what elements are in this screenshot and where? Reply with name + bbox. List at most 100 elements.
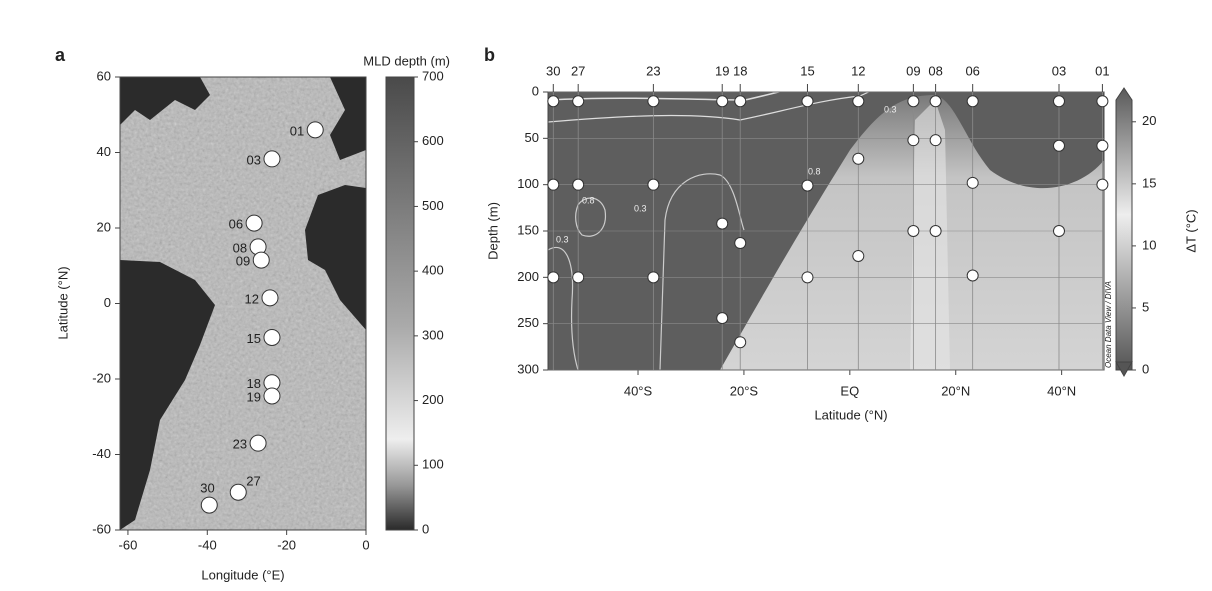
y-tick-label: 300 xyxy=(517,361,539,376)
station-label: 09 xyxy=(236,254,250,269)
x-tick-label: -40 xyxy=(198,537,217,552)
station-label: 15 xyxy=(246,331,260,346)
sample-dot xyxy=(647,178,660,191)
station-dot xyxy=(263,150,281,168)
station-dot xyxy=(263,387,281,405)
station-label: 15 xyxy=(800,63,814,78)
station-label: 06 xyxy=(229,217,243,232)
section-background xyxy=(548,92,1104,370)
sample-dot xyxy=(647,271,660,284)
colorbar-tick-label: 400 xyxy=(422,263,444,278)
station-label: 08 xyxy=(233,240,247,255)
sample-dot xyxy=(716,217,729,230)
sample-dot xyxy=(734,336,747,349)
contour-label: 0.8 xyxy=(808,166,821,176)
y-tick-label: 100 xyxy=(517,176,539,191)
x-tick-label: 40°N xyxy=(1047,383,1076,398)
y-tick-label: 50 xyxy=(525,130,539,145)
station-label: 30 xyxy=(546,63,560,78)
sample-dot xyxy=(907,134,920,147)
x-axis-label: Latitude (°N) xyxy=(814,407,887,422)
station-label: 03 xyxy=(246,152,260,167)
station-label: 12 xyxy=(851,63,865,78)
sample-dot xyxy=(647,95,660,108)
sample-dot xyxy=(1096,95,1109,108)
y-tick-label: -20 xyxy=(92,370,111,385)
x-tick-label: 40°S xyxy=(624,383,653,398)
x-axis-label: Longitude (°E) xyxy=(201,567,284,582)
colorbar-tick-label: 100 xyxy=(422,457,444,472)
colorbar-tick-label: 10 xyxy=(1142,237,1156,252)
sample-dot xyxy=(572,95,585,108)
sample-dot xyxy=(547,178,560,191)
colorbar-label: ΔT (°C) xyxy=(1183,209,1198,252)
sample-dot xyxy=(929,95,942,108)
y-tick-label: 40 xyxy=(97,144,111,159)
station-dot xyxy=(229,483,247,501)
station-label: 08 xyxy=(928,63,942,78)
colorbar-tick-label: 500 xyxy=(422,198,444,213)
station-label: 06 xyxy=(965,63,979,78)
station-label: 19 xyxy=(715,63,729,78)
sample-dot xyxy=(929,225,942,237)
station-dot xyxy=(245,214,263,232)
station-label: 01 xyxy=(1095,63,1109,78)
panel-label: a xyxy=(55,45,66,65)
contour-label: 0.3 xyxy=(556,234,569,244)
sample-dot xyxy=(716,95,729,108)
x-tick-label: 20°S xyxy=(730,383,759,398)
sample-dot xyxy=(966,95,979,108)
sample-dot xyxy=(801,179,814,192)
sample-dot xyxy=(1052,225,1065,237)
colorbar-tick-label: 0 xyxy=(1142,361,1149,376)
sample-dot xyxy=(547,271,560,284)
sample-dot xyxy=(572,271,585,284)
colorbar-tick-label: 5 xyxy=(1142,299,1149,314)
y-tick-label: -60 xyxy=(92,521,111,536)
sample-dot xyxy=(907,95,920,108)
sample-dot xyxy=(1052,95,1065,108)
station-label: 19 xyxy=(246,389,260,404)
sample-dot xyxy=(852,95,865,108)
sample-dot xyxy=(1096,139,1109,152)
colorbar xyxy=(1115,87,1133,371)
station-label: 09 xyxy=(906,63,920,78)
station-label: 27 xyxy=(571,63,585,78)
colorbar-tick-label: 600 xyxy=(422,133,444,148)
station-label: 12 xyxy=(245,291,259,306)
y-tick-label: 0 xyxy=(532,83,539,98)
sample-dot xyxy=(801,95,814,108)
sample-dot xyxy=(547,95,560,108)
station-dot xyxy=(261,289,279,307)
x-tick-label: EQ xyxy=(840,383,859,398)
y-tick-label: 150 xyxy=(517,222,539,237)
sample-dot xyxy=(852,152,865,165)
y-tick-label: -40 xyxy=(92,446,111,461)
y-tick-label: 250 xyxy=(517,315,539,330)
station-label: 23 xyxy=(233,437,247,452)
sample-dot xyxy=(966,269,979,282)
station-label: 03 xyxy=(1052,63,1066,78)
station-label: 18 xyxy=(733,63,747,78)
station-dot xyxy=(249,434,267,452)
sample-dot xyxy=(734,95,747,108)
y-axis-label: Depth (m) xyxy=(485,202,500,260)
station-label: 18 xyxy=(246,376,260,391)
station-label: 30 xyxy=(200,481,214,496)
sample-dot xyxy=(966,176,979,189)
sample-dot xyxy=(716,312,729,325)
colorbar-tick-label: 15 xyxy=(1142,175,1156,190)
x-tick-label: 0 xyxy=(362,537,369,552)
sample-dot xyxy=(572,178,585,191)
x-tick-label: 20°N xyxy=(941,383,970,398)
station-label: 23 xyxy=(646,63,660,78)
sample-dot xyxy=(801,271,814,284)
colorbar-tick-label: 300 xyxy=(422,327,444,342)
colorbar-tick-label: 700 xyxy=(422,68,444,83)
station-dot xyxy=(252,251,270,269)
station-label: 01 xyxy=(290,123,304,138)
colorbar-label: MLD depth (m) xyxy=(363,53,450,68)
y-tick-label: 60 xyxy=(97,68,111,83)
x-tick-label: -20 xyxy=(277,537,296,552)
